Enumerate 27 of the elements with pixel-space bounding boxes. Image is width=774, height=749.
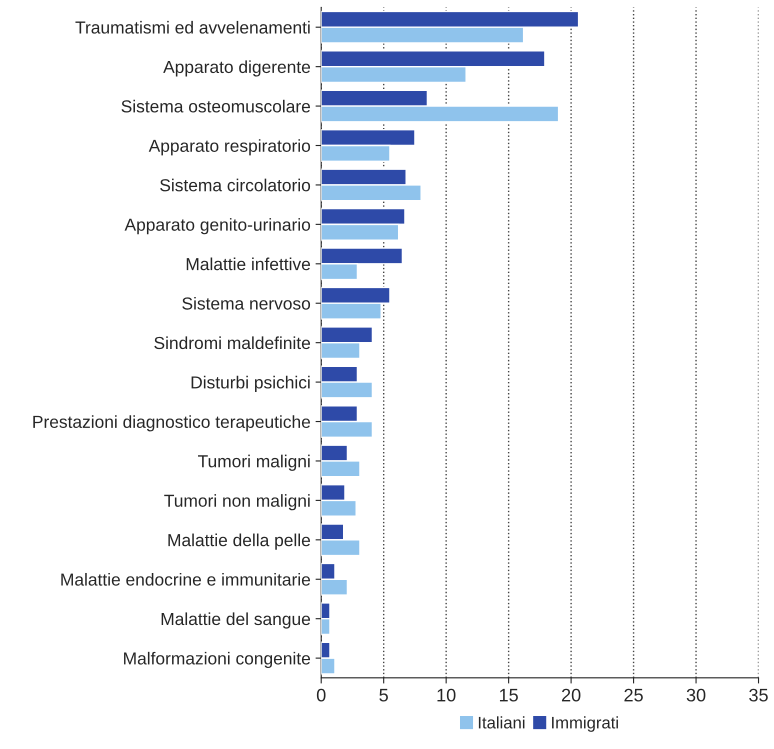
y-tick-label: Traumatismi ed avvelenamenti xyxy=(75,20,310,34)
y-tick-label: Tumori maligni xyxy=(198,454,310,471)
x-tick-label: 20 xyxy=(562,688,580,702)
y-tick-label: Tumori non maligni xyxy=(164,494,310,510)
y-tick-label: Malattie infettive xyxy=(186,258,310,270)
y-tick-label: Sistema nervoso xyxy=(182,296,310,310)
y-tick-label: Sistema circolatorio xyxy=(160,178,310,192)
y-tick-label: Malformazioni congenite xyxy=(124,652,310,668)
x-tick-label: 5 xyxy=(379,688,388,702)
y-tick-label: Disturbi psichici xyxy=(192,376,310,392)
x-tick-label: 30 xyxy=(686,688,706,702)
x-tick-label: 15 xyxy=(500,688,518,702)
y-tick-label: Sindromi maldefinite xyxy=(154,336,310,350)
legend-label: Italiani xyxy=(478,716,524,729)
y-tick-label: Apparato respiratorio xyxy=(148,139,310,156)
y-tick-label: Prestazioni diagnostico terapeutiche xyxy=(33,415,310,432)
y-tick-label: Malattie endocrine e immunitarie xyxy=(61,572,310,586)
x-tick-label: 25 xyxy=(624,688,643,702)
y-tick-label: Malattie del sangue xyxy=(162,612,310,629)
y-tick-label: Sistema osteomuscolare xyxy=(122,100,310,113)
y-tick-label: Apparato digerente xyxy=(163,60,310,77)
x-tick-label: 0 xyxy=(316,688,326,702)
x-tick-label: 10 xyxy=(437,688,456,702)
legend-label: Immigrati xyxy=(552,716,618,732)
y-tick-label: Apparato genito-urinario xyxy=(124,218,310,234)
x-tick-label: 35 xyxy=(749,688,768,702)
y-tick-label: Malattie della pelle xyxy=(168,534,310,550)
